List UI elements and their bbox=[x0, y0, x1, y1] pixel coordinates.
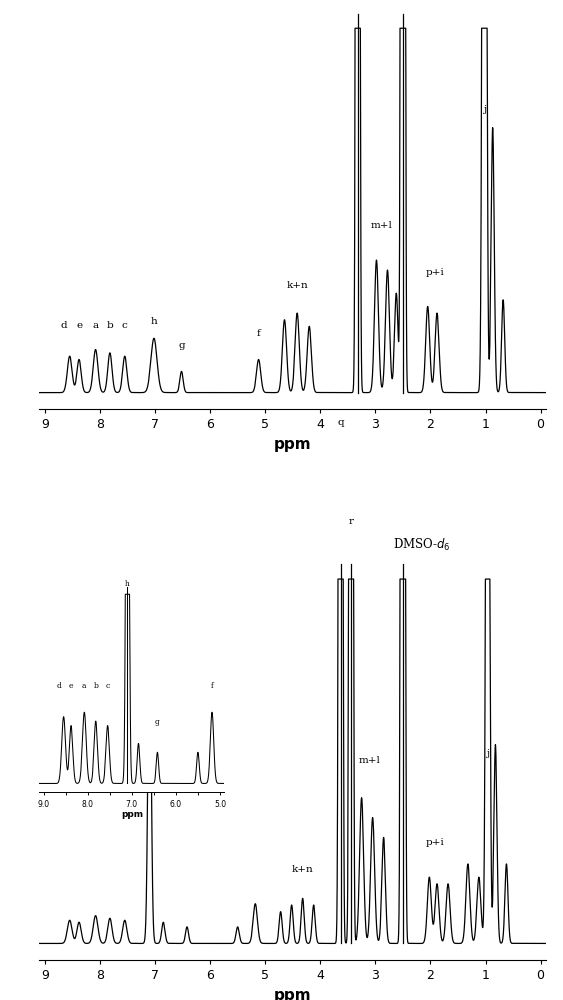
Text: g: g bbox=[178, 341, 185, 350]
Text: m+l: m+l bbox=[359, 756, 381, 765]
Text: m+l: m+l bbox=[371, 221, 393, 230]
Text: r: r bbox=[348, 517, 354, 526]
Text: f: f bbox=[257, 329, 261, 338]
Text: j: j bbox=[486, 749, 489, 758]
X-axis label: ppm: ppm bbox=[274, 437, 311, 452]
Text: DMSO-$d_6$: DMSO-$d_6$ bbox=[393, 536, 450, 553]
Text: a: a bbox=[92, 321, 99, 330]
Text: k+n: k+n bbox=[292, 865, 314, 874]
Text: q: q bbox=[337, 418, 344, 427]
Text: ppm: ppm bbox=[114, 721, 141, 731]
X-axis label: ppm: ppm bbox=[274, 988, 311, 1000]
Text: h: h bbox=[150, 317, 157, 326]
Text: b: b bbox=[106, 321, 113, 330]
Text: p+i: p+i bbox=[426, 838, 444, 847]
Text: j: j bbox=[483, 105, 486, 114]
Text: k+n: k+n bbox=[287, 281, 308, 290]
Text: p+i: p+i bbox=[426, 268, 444, 277]
Text: d: d bbox=[61, 321, 68, 330]
Text: e: e bbox=[76, 321, 82, 330]
Text: c: c bbox=[122, 321, 128, 330]
